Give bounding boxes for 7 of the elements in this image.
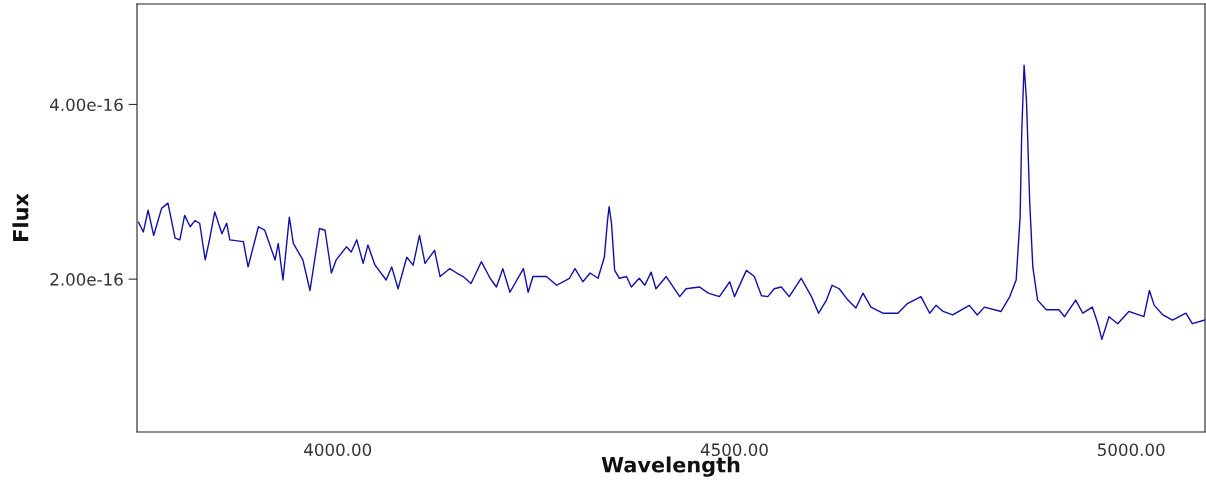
x-axis-title: Wavelength bbox=[601, 456, 740, 477]
x-tick-label: 4500.00 bbox=[700, 443, 768, 457]
x-tick-label: 4000.00 bbox=[304, 443, 372, 457]
y-tick-label: 2.00e-16 bbox=[50, 273, 123, 286]
x-tick-label: 5000.00 bbox=[1098, 443, 1165, 457]
y-tick-label: 4.00e-16 bbox=[50, 98, 123, 112]
y-axis-title: Flux bbox=[12, 193, 29, 241]
